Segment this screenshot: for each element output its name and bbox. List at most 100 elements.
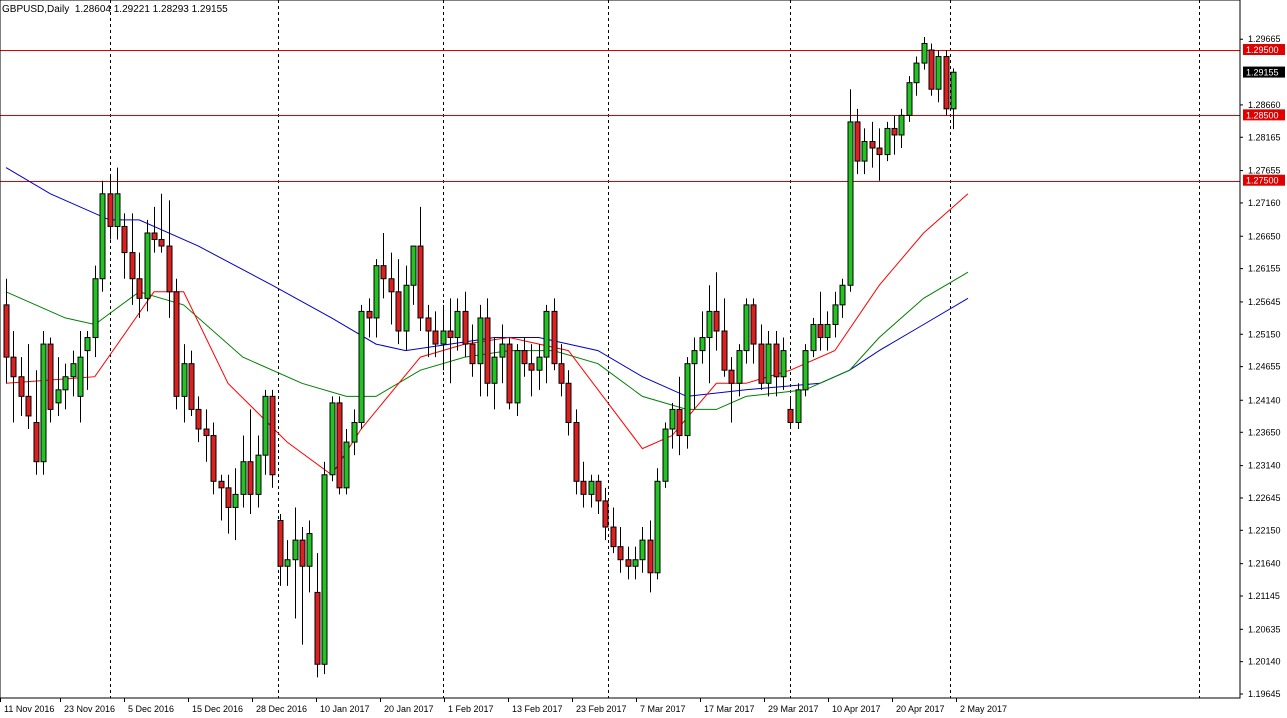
candle [255,435,262,508]
candle [329,396,336,482]
candle-body [321,474,328,665]
level-badge [1243,174,1285,186]
candle [440,304,447,371]
candle-body [277,520,284,567]
candle [632,546,639,580]
candle [743,298,750,364]
candle [181,344,188,423]
candle-body [144,232,151,299]
candle-body [432,330,439,345]
candle [477,304,484,397]
candle [699,311,706,364]
price-label: 1.25645 [1248,297,1281,307]
candle [484,298,491,397]
candle [277,513,284,586]
candle-body [84,337,91,352]
candle-body [787,408,794,423]
candle-body [410,245,417,286]
candle [758,324,765,390]
date-label: 23 Feb 2017 [576,704,627,714]
candle-body [351,421,358,443]
candle-body [40,343,47,463]
price-badges: 1.29500 1.28500 1.27500 1.29155 [1243,44,1285,186]
candle [469,324,476,377]
candle-body [114,193,121,227]
candle-body [358,310,365,423]
candle [935,50,942,103]
candle-body [55,389,62,404]
candle-body [166,245,173,293]
candle-body [699,337,706,352]
candle [514,344,521,416]
candle [884,121,891,162]
current-price-badge [1243,66,1285,78]
date-label: 1 Feb 2017 [448,704,494,714]
candle-body [736,350,743,384]
candle-body [832,304,839,325]
candle-body [713,310,720,332]
candle-body [558,363,565,384]
candle-body [269,395,276,476]
candle [321,461,328,675]
candle-body [921,42,928,64]
candle [906,76,913,122]
candle [891,115,898,155]
candle-body [854,121,861,162]
level-badge [1243,109,1285,121]
candle [462,291,469,358]
candle-body [284,559,291,567]
date-label: 28 Dec 2016 [256,704,307,714]
candle [706,285,713,384]
candle-body [573,421,580,482]
current-price-label: 1.29155 [1246,68,1279,78]
candle-body [795,389,802,423]
price-label: 1.29665 [1248,34,1281,44]
date-label: 10 Jan 2017 [320,704,370,714]
candle [62,363,69,410]
candle [617,527,624,573]
candle-body [758,343,765,384]
candle-body [639,539,646,561]
candle-body [70,363,77,378]
candle [861,128,868,175]
candle [210,422,217,495]
candle [528,344,535,397]
candle [832,291,839,338]
candle-body [181,363,188,397]
candle [521,337,528,377]
candle [536,344,543,390]
date-label: 20 Apr 2017 [896,704,945,714]
date-label: 7 Mar 2017 [640,704,686,714]
candle [306,520,313,593]
candle-body [477,317,484,365]
candle-body [861,141,868,162]
candle-body [588,480,595,495]
level-badge-label: 1.28500 [1246,110,1279,120]
candle [188,350,195,416]
candle-body [654,480,661,574]
candle [802,344,809,397]
candle [950,68,957,130]
candle [218,474,225,521]
price-label: 1.28165 [1248,132,1281,142]
candle [824,311,831,351]
candle-body [188,363,195,410]
candle-body [824,323,831,339]
candle [795,383,802,430]
candle [55,357,62,416]
candle [84,331,91,390]
candle [129,213,136,305]
candle [314,553,321,678]
price-label: 1.20635 [1248,624,1281,634]
price-axis: 1.29665 1.28660 1.28165 1.27655 1.27160 1.266… [1240,34,1281,699]
candle-body [292,539,299,561]
candle-body [602,500,609,528]
candle [625,546,632,580]
candle-body [336,402,343,489]
candle [151,206,158,253]
candle-body [580,480,587,495]
candle [773,331,780,397]
candle-body [417,245,424,319]
candle [380,232,387,299]
